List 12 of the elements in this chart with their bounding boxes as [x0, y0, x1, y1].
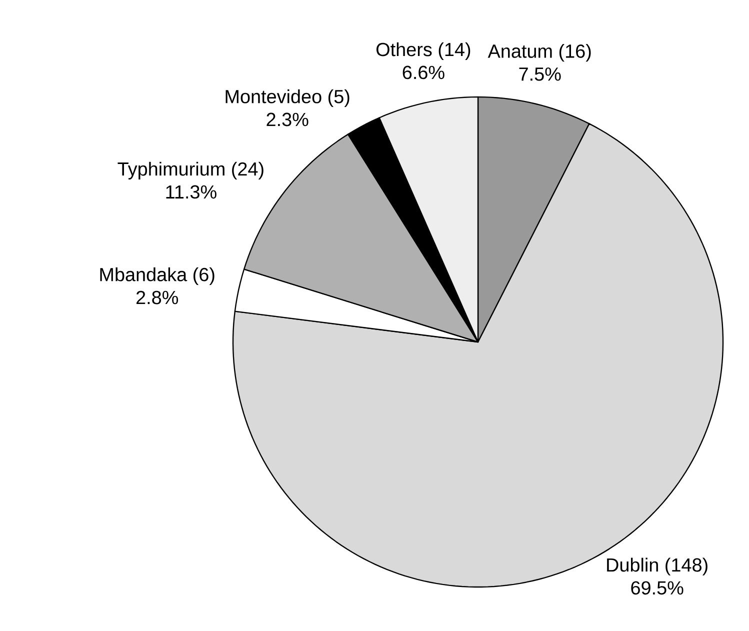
data-label: 11.3% — [166, 185, 216, 199]
data-label: 2.3% — [266, 112, 308, 126]
slice-label: Mbandaka (6) — [100, 267, 214, 286]
data-label: 69.5% — [631, 581, 684, 595]
slice-label: Montevideo (5) — [226, 89, 350, 108]
data-label: 6.6% — [402, 66, 444, 80]
data-label: 7.5% — [519, 67, 561, 81]
slice-label: Others (14) — [376, 42, 470, 60]
slice-label: Anatum (16) — [488, 44, 591, 62]
slice-label: Dublin (148) — [607, 558, 708, 576]
slice-label: Typhimurium (24) — [118, 162, 264, 180]
data-label: 2.8% — [136, 290, 178, 304]
